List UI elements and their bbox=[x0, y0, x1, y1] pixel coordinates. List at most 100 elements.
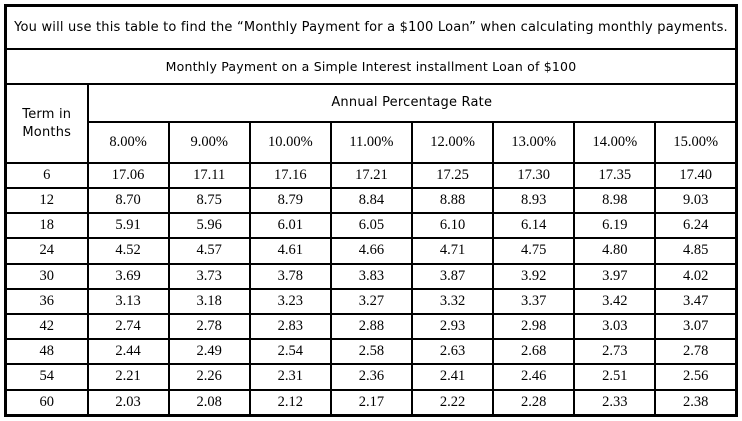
payment-cell: 2.12 bbox=[248, 388, 332, 417]
payment-cell: 17.11 bbox=[167, 161, 251, 189]
payment-cell: 8.75 bbox=[167, 186, 251, 215]
payment-cell: 2.41 bbox=[410, 363, 495, 391]
table-row: 60 2.03 2.08 2.12 2.17 2.22 2.28 2.33 2.38 bbox=[4, 388, 738, 417]
payment-cell: 4.80 bbox=[573, 237, 657, 265]
payment-cell: 2.46 bbox=[492, 363, 576, 391]
payment-cell: 5.91 bbox=[86, 212, 170, 240]
payment-cell: 4.02 bbox=[654, 262, 738, 290]
payment-cell: 3.23 bbox=[248, 287, 332, 315]
table-row: 30 3.69 3.73 3.78 3.83 3.87 3.92 3.97 4.02 bbox=[4, 262, 738, 290]
payment-cell: 6.14 bbox=[492, 212, 576, 240]
payment-cell: 17.21 bbox=[329, 161, 414, 189]
payment-cell: 2.98 bbox=[492, 312, 576, 341]
payment-cell: 4.61 bbox=[248, 237, 332, 265]
payment-cell: 2.08 bbox=[167, 388, 251, 417]
rate-column-header: 8.00% bbox=[86, 120, 170, 164]
payment-cell: 4.71 bbox=[410, 237, 495, 265]
payment-cell: 2.38 bbox=[654, 388, 738, 417]
payment-cell: 4.75 bbox=[492, 237, 576, 265]
payment-cell: 2.88 bbox=[329, 312, 414, 341]
table-body: 6 17.06 17.11 17.16 17.21 17.25 17.30 17.35 17.4… bbox=[4, 161, 738, 417]
payment-cell: 2.93 bbox=[410, 312, 495, 341]
rate-column-header: 9.00% bbox=[167, 120, 251, 164]
table-row: 6 17.06 17.11 17.16 17.21 17.25 17.30 17.35 17.4… bbox=[4, 161, 738, 189]
payment-cell: 4.85 bbox=[654, 237, 738, 265]
rate-header-row: 8.00% 9.00% 10.00% 11.00% 12.00% 13.00% … bbox=[6, 120, 738, 164]
payment-cell: 4.52 bbox=[86, 237, 170, 265]
header-row-group: Term in Months Annual Percentage Rate bbox=[4, 83, 738, 164]
payment-cell: 17.35 bbox=[573, 161, 657, 189]
payment-cell: 2.83 bbox=[248, 312, 332, 341]
payment-cell: 3.03 bbox=[573, 312, 657, 341]
title-row: Monthly Payment on a Simple Interest ins… bbox=[4, 47, 738, 86]
note-text: You will use this table to find the “Mon… bbox=[4, 4, 738, 50]
payment-cell: 9.03 bbox=[654, 186, 738, 215]
payment-cell: 2.33 bbox=[573, 388, 657, 417]
payment-cell: 2.74 bbox=[86, 312, 170, 341]
payment-cell: 8.98 bbox=[573, 186, 657, 215]
payment-cell: 4.66 bbox=[329, 237, 414, 265]
rate-column-header: 10.00% bbox=[248, 120, 332, 164]
term-cell: 18 bbox=[4, 212, 89, 240]
term-in-months-header: Term in Months bbox=[4, 83, 89, 164]
payment-cell: 6.01 bbox=[248, 212, 332, 240]
payment-cell: 3.78 bbox=[248, 262, 332, 290]
payment-cell: 3.37 bbox=[492, 287, 576, 315]
table-row: 48 2.44 2.49 2.54 2.58 2.63 2.68 2.73 2.78 bbox=[4, 338, 738, 366]
rate-column-header: 12.00% bbox=[410, 120, 495, 164]
payment-cell: 5.96 bbox=[167, 212, 251, 240]
payment-cell: 6.10 bbox=[410, 212, 495, 240]
table-title: Monthly Payment on a Simple Interest ins… bbox=[4, 47, 738, 86]
payment-cell: 3.87 bbox=[410, 262, 495, 290]
payment-cell: 3.47 bbox=[654, 287, 738, 315]
payment-cell: 3.92 bbox=[492, 262, 576, 290]
payment-cell: 8.93 bbox=[492, 186, 576, 215]
payment-cell: 6.05 bbox=[329, 212, 414, 240]
payment-cell: 2.68 bbox=[492, 338, 576, 366]
term-cell: 42 bbox=[4, 312, 89, 341]
payment-cell: 2.63 bbox=[410, 338, 495, 366]
payment-cell: 6.24 bbox=[654, 212, 738, 240]
payment-cell: 2.22 bbox=[410, 388, 495, 417]
payment-cell: 6.19 bbox=[573, 212, 657, 240]
payment-cell: 2.51 bbox=[573, 363, 657, 391]
payment-cell: 2.26 bbox=[167, 363, 251, 391]
payment-cell: 3.13 bbox=[86, 287, 170, 315]
payment-cell: 2.36 bbox=[329, 363, 414, 391]
payment-cell: 3.73 bbox=[167, 262, 251, 290]
payment-cell: 2.31 bbox=[248, 363, 332, 391]
payment-cell: 3.42 bbox=[573, 287, 657, 315]
rate-column-header: 11.00% bbox=[329, 120, 414, 164]
rate-column-header: 15.00% bbox=[654, 120, 738, 164]
table-row: 54 2.21 2.26 2.31 2.36 2.41 2.46 2.51 2.56 bbox=[4, 363, 738, 391]
payment-cell: 2.54 bbox=[248, 338, 332, 366]
payment-cell: 3.32 bbox=[410, 287, 495, 315]
payment-cell: 3.07 bbox=[654, 312, 738, 341]
note-row: You will use this table to find the “Mon… bbox=[4, 4, 738, 50]
annual-percentage-rate-header: Annual Percentage Rate bbox=[86, 83, 738, 123]
table-row: 18 5.91 5.96 6.01 6.05 6.10 6.14 6.19 6.24 bbox=[4, 212, 738, 240]
payment-cell: 4.57 bbox=[167, 237, 251, 265]
payment-cell: 17.30 bbox=[492, 161, 576, 189]
payment-cell: 2.03 bbox=[86, 388, 170, 417]
term-cell: 54 bbox=[4, 363, 89, 391]
payment-cell: 2.44 bbox=[86, 338, 170, 366]
term-cell: 30 bbox=[4, 262, 89, 290]
term-cell: 12 bbox=[4, 186, 89, 215]
table-row: 24 4.52 4.57 4.61 4.66 4.71 4.75 4.80 4.85 bbox=[4, 237, 738, 265]
payment-cell: 2.49 bbox=[167, 338, 251, 366]
payment-cell: 8.70 bbox=[86, 186, 170, 215]
payment-cell: 17.06 bbox=[86, 161, 170, 189]
payment-cell: 8.88 bbox=[410, 186, 495, 215]
payment-cell: 2.78 bbox=[654, 338, 738, 366]
rate-column-header: 13.00% bbox=[492, 120, 576, 164]
payment-cell: 3.69 bbox=[86, 262, 170, 290]
payment-cell: 2.28 bbox=[492, 388, 576, 417]
payment-cell: 2.56 bbox=[654, 363, 738, 391]
payment-cell: 3.97 bbox=[573, 262, 657, 290]
payment-cell: 2.58 bbox=[329, 338, 414, 366]
rate-column-header: 14.00% bbox=[573, 120, 657, 164]
payment-cell: 17.40 bbox=[654, 161, 738, 189]
table-row: 12 8.70 8.75 8.79 8.84 8.88 8.93 8.98 9.03 bbox=[4, 186, 738, 215]
